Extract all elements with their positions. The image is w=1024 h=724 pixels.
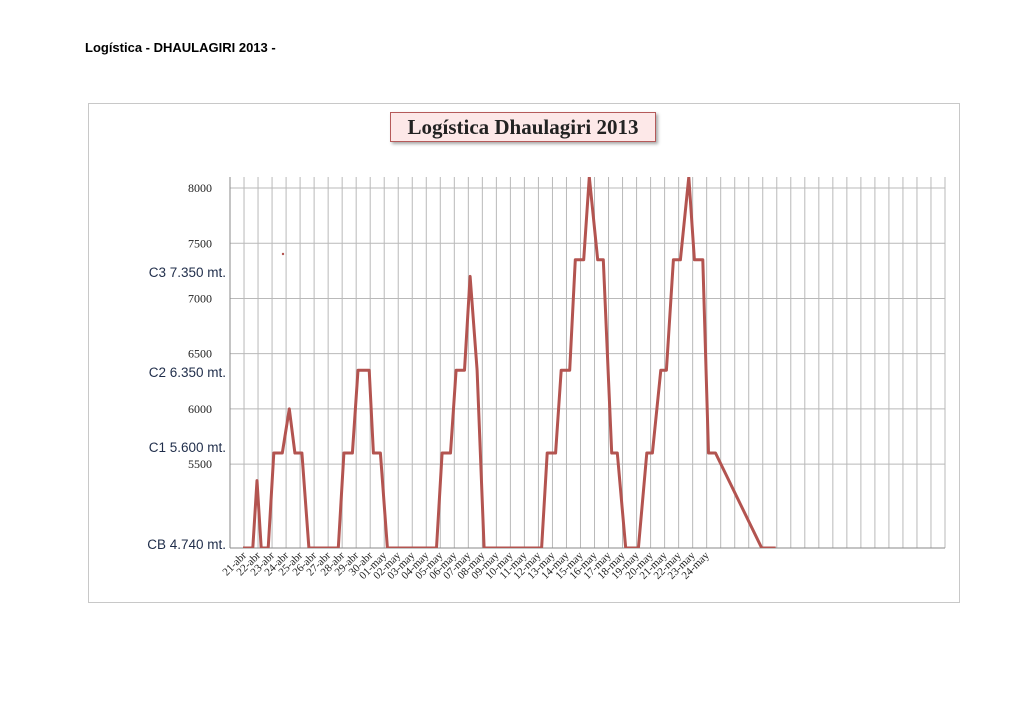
altitude-series-line: [243, 177, 776, 548]
page-header: Logística - DHAULAGIRI 2013 -: [85, 40, 276, 55]
chart-title: Logística Dhaulagiri 2013: [390, 112, 656, 142]
y-tick-label: 6500: [188, 347, 212, 361]
y-tick-label: 7000: [188, 291, 212, 305]
y-tick-label: 5500: [188, 457, 212, 471]
camp-altitude-label: C2 6.350 mt.: [148, 365, 226, 381]
y-tick-label: 7500: [188, 236, 212, 250]
y-tick-label: 6000: [188, 402, 212, 416]
stray-point: [281, 252, 285, 256]
camp-altitude-label: C3 7.350 mt.: [148, 264, 226, 280]
y-tick-label: 8000: [188, 181, 212, 195]
camp-altitude-label: C1 5.600 mt.: [148, 440, 226, 456]
camp-altitude-label: CB 4.740 mt.: [147, 537, 226, 552]
